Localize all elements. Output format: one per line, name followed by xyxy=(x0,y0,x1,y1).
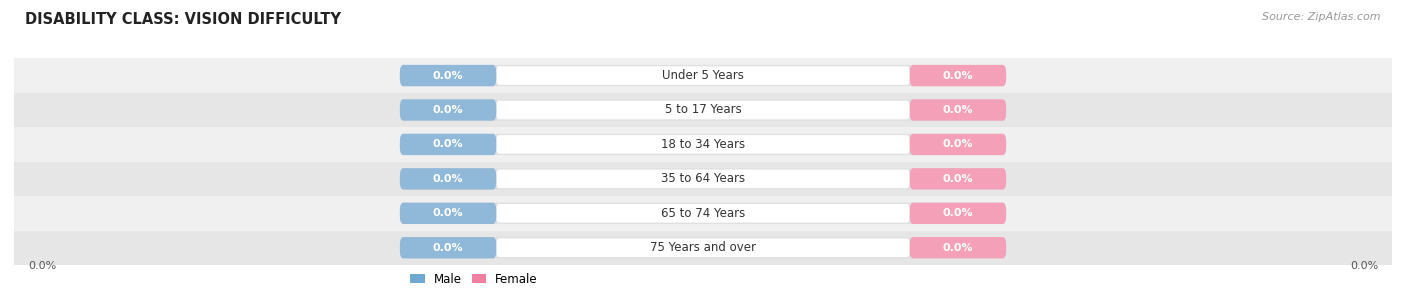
Legend: Male, Female: Male, Female xyxy=(406,268,543,290)
FancyBboxPatch shape xyxy=(399,99,1007,121)
Bar xyxy=(14,231,1392,265)
FancyBboxPatch shape xyxy=(910,237,1007,258)
Text: 18 to 34 Years: 18 to 34 Years xyxy=(661,138,745,151)
Text: 35 to 64 Years: 35 to 64 Years xyxy=(661,172,745,185)
FancyBboxPatch shape xyxy=(399,203,496,224)
Text: 0.0%: 0.0% xyxy=(433,243,464,253)
FancyBboxPatch shape xyxy=(496,135,910,154)
Text: 0.0%: 0.0% xyxy=(433,105,464,115)
Text: 0.0%: 0.0% xyxy=(433,208,464,218)
Text: 0.0%: 0.0% xyxy=(942,174,973,184)
FancyBboxPatch shape xyxy=(399,237,496,258)
Text: 0.0%: 0.0% xyxy=(942,105,973,115)
Bar xyxy=(14,93,1392,127)
FancyBboxPatch shape xyxy=(496,170,910,188)
FancyBboxPatch shape xyxy=(496,239,910,257)
FancyBboxPatch shape xyxy=(399,65,496,86)
Text: 0.0%: 0.0% xyxy=(433,70,464,81)
FancyBboxPatch shape xyxy=(496,204,910,223)
Text: 65 to 74 Years: 65 to 74 Years xyxy=(661,207,745,220)
FancyBboxPatch shape xyxy=(399,134,496,155)
FancyBboxPatch shape xyxy=(910,203,1007,224)
FancyBboxPatch shape xyxy=(910,99,1007,121)
FancyBboxPatch shape xyxy=(910,168,1007,189)
Text: 0.0%: 0.0% xyxy=(942,208,973,218)
Text: Source: ZipAtlas.com: Source: ZipAtlas.com xyxy=(1263,12,1381,22)
Bar xyxy=(14,196,1392,231)
FancyBboxPatch shape xyxy=(496,66,910,85)
FancyBboxPatch shape xyxy=(910,134,1007,155)
FancyBboxPatch shape xyxy=(399,65,1007,86)
Bar xyxy=(14,162,1392,196)
Text: 0.0%: 0.0% xyxy=(433,174,464,184)
Text: 0.0%: 0.0% xyxy=(942,70,973,81)
FancyBboxPatch shape xyxy=(496,101,910,119)
Bar xyxy=(14,127,1392,162)
Text: 0.0%: 0.0% xyxy=(1350,261,1378,271)
FancyBboxPatch shape xyxy=(910,65,1007,86)
FancyBboxPatch shape xyxy=(399,203,1007,224)
Text: 0.0%: 0.0% xyxy=(942,243,973,253)
Text: 75 Years and over: 75 Years and over xyxy=(650,241,756,254)
Text: Under 5 Years: Under 5 Years xyxy=(662,69,744,82)
FancyBboxPatch shape xyxy=(399,168,496,189)
Text: 0.0%: 0.0% xyxy=(942,139,973,149)
Text: 5 to 17 Years: 5 to 17 Years xyxy=(665,103,741,117)
FancyBboxPatch shape xyxy=(399,99,496,121)
FancyBboxPatch shape xyxy=(399,237,1007,258)
FancyBboxPatch shape xyxy=(399,168,1007,189)
Text: 0.0%: 0.0% xyxy=(28,261,56,271)
Bar xyxy=(14,58,1392,93)
FancyBboxPatch shape xyxy=(399,134,1007,155)
Text: DISABILITY CLASS: VISION DIFFICULTY: DISABILITY CLASS: VISION DIFFICULTY xyxy=(25,12,342,27)
Text: 0.0%: 0.0% xyxy=(433,139,464,149)
